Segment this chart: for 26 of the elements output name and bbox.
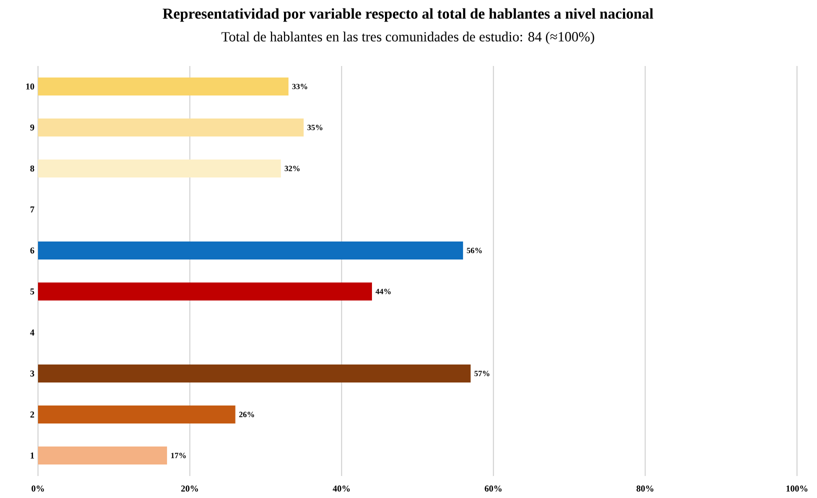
y-tick-label: 8 <box>30 165 34 172</box>
bar <box>38 159 281 178</box>
chart-subtitle: Total de hablantes en las tres comunidades de estudio: 84 (≈100%) <box>222 32 594 44</box>
y-tick-label: 10 <box>26 83 34 90</box>
y-tick-label: 7 <box>30 206 34 212</box>
bar <box>38 118 304 136</box>
bar <box>38 241 464 260</box>
y-tick-label: 5 <box>30 288 34 294</box>
x-tick-label: 40% <box>332 486 350 492</box>
bar <box>38 77 288 96</box>
y-tick-label: 4 <box>30 330 34 336</box>
y-tick-label: 6 <box>30 247 34 254</box>
y-tick-label: 9 <box>30 124 34 131</box>
x-tick-label: 100% <box>786 486 808 492</box>
x-tick-label: 20% <box>181 486 198 492</box>
chart-title: Representatividad por variable respecto al total de hablantes a nivel nacional <box>162 8 654 22</box>
bar <box>38 405 236 424</box>
x-tick-label: 0% <box>32 486 44 492</box>
bar <box>38 446 168 464</box>
y-tick-label: 3 <box>30 370 34 377</box>
x-tick-label: 80% <box>636 486 654 492</box>
bar <box>38 282 372 300</box>
y-tick-label: 1 <box>30 452 34 458</box>
x-tick-label: 60% <box>484 486 502 492</box>
y-tick-label: 2 <box>30 412 34 418</box>
bar <box>38 364 471 382</box>
